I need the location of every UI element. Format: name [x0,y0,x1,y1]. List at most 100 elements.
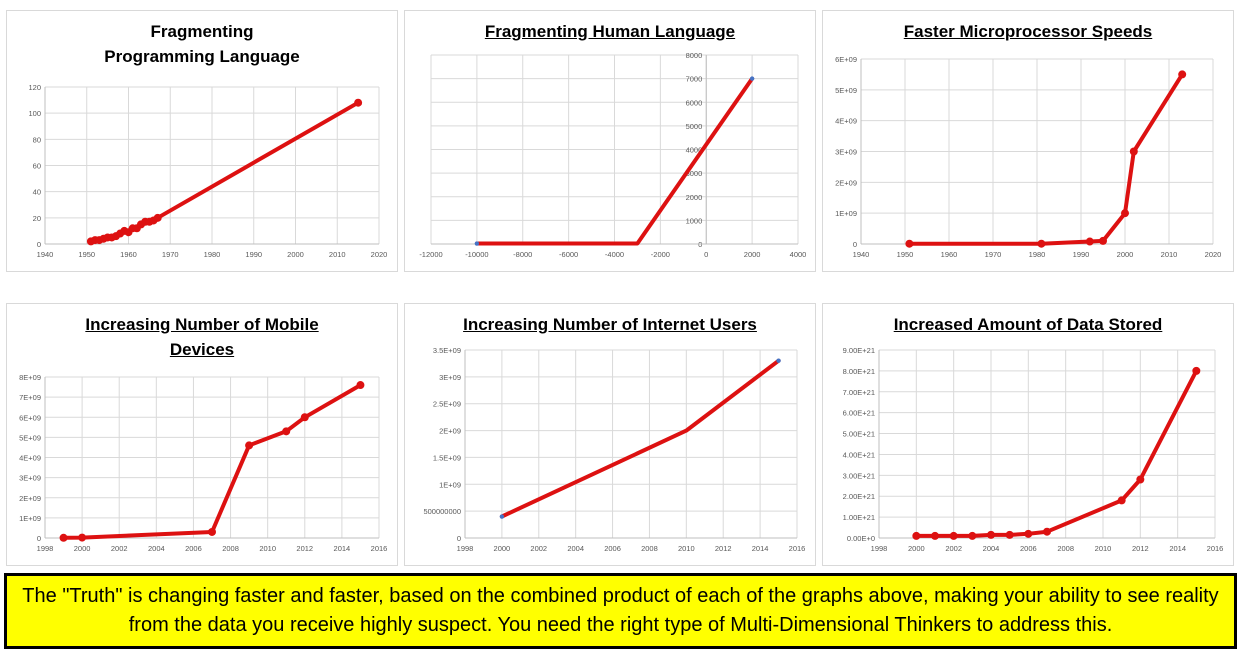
data-point [949,531,958,540]
y-tick-label: 3E+09 [19,474,41,483]
chart-panel-microprocessor: Faster Microprocessor Speeds 1940 1950 196… [822,10,1234,272]
x-tick-label: 2020 [1205,250,1222,259]
y-tick-label: 2E+09 [19,494,41,503]
chart-plot: 1998 2000 2002 2004 2006 2008 2010 2012 2014 2016… [423,346,805,553]
y-tick-label: 20 [33,214,41,223]
y-tick-label: 6.00E+21 [843,409,875,418]
y-tick-label: 0 [853,240,857,249]
y-tick-label: 4000 [686,146,703,155]
x-tick-label: 2008 [641,544,658,553]
y-tick-label: 3.00E+21 [843,471,875,480]
x-tick-label: 2000 [908,544,925,553]
data-point [968,531,977,540]
data-point [356,381,365,390]
y-tick-label: 9.00E+21 [843,346,875,355]
chart-plot: -12000 -10000 -8000 -6000 -4000 -2000 0 2000 400… [419,51,806,259]
data-point [474,241,480,246]
x-tick-label: 2016 [1207,544,1224,553]
chart-panel-internet-users: Increasing Number of Internet Users 1998… [404,303,816,566]
x-tick-label: -6000 [559,250,578,259]
y-tick-label: 2.00E+21 [843,492,875,501]
chart-title-text: Increasing Number of Internet Users [463,315,757,334]
x-tick-label: 2010 [678,544,695,553]
chart-title: Faster Microprocessor Speeds [823,19,1233,44]
data-point [1178,70,1187,79]
x-tick-label: -12000 [419,250,442,259]
y-tick-label: 1E+09 [19,514,41,523]
y-tick-label: 5E+09 [835,86,857,95]
x-tick-label: 2006 [1020,544,1037,553]
series-line [907,72,1185,246]
summary-caption: The "Truth" is changing faster and faste… [4,573,1237,649]
chart-title: Fragmenting Human Language [405,19,815,44]
x-tick-label: 1998 [37,544,54,553]
data-point [1005,530,1014,539]
x-tick-label: 2006 [604,544,621,553]
y-tick-label: 80 [33,135,41,144]
y-tick-label: 6E+09 [835,55,857,64]
y-tick-label: 2.5E+09 [433,400,461,409]
y-tick-label: 5.00E+21 [843,430,875,439]
data-point [1129,147,1138,156]
chart-panel-mobile-devices: Increasing Number of Mobile Devices 1998… [6,303,398,566]
x-tick-label: 2002 [111,544,128,553]
x-tick-label: 2000 [744,250,761,259]
y-tick-label: 60 [33,162,41,171]
y-tick-label: 7E+09 [19,393,41,402]
x-tick-label: -2000 [651,250,670,259]
y-tick-label: 8.00E+21 [843,367,875,376]
data-point [282,427,291,436]
chart-plot: 1940 1950 1960 1970 1980 1990 2000 2010 2020 0 20 4… [28,83,388,259]
x-tick-label: 2004 [567,544,584,553]
chart-title: Fragmenting Programming Language [104,22,300,66]
x-tick-label: 2010 [1161,250,1178,259]
data-point [749,76,755,81]
x-tick-label: 1940 [37,250,54,259]
y-tick-label: 4.00E+21 [843,450,875,459]
data-point [153,213,162,222]
data-point [1121,209,1129,218]
x-tick-label: 1980 [1029,250,1046,259]
data-point [1192,366,1201,375]
chart-plot: 1940 1950 1960 1970 1980 1990 2000 2010 2020 0 1E+… [835,55,1222,259]
data-point [245,441,254,450]
data-point [354,98,363,107]
x-tick-label: 2010 [259,544,276,553]
y-tick-label: 7000 [686,75,703,84]
y-tick-label: 3000 [686,169,703,178]
chart-panel-data-stored: Increased Amount of Data Stored 1998 2000… [822,303,1234,566]
y-tick-label: 500000000 [423,507,461,516]
data-point [931,531,939,540]
x-tick-label: 2014 [334,544,351,553]
y-tick-label: 2E+09 [835,178,857,187]
chart-title: Increasing Number of Internet Users [405,312,815,337]
data-point [1024,529,1033,538]
y-tick-label: 40 [33,188,41,197]
x-tick-label: 2012 [296,544,313,553]
data-point [78,533,87,542]
x-tick-label: 2004 [148,544,165,553]
series-line [61,383,363,540]
chart-title-text: Increasing Number of Mobile Devices [85,315,319,359]
y-tick-label: 3E+09 [439,373,461,382]
x-tick-label: 2000 [494,544,511,553]
data-point [776,358,781,363]
x-tick-label: 2020 [371,250,388,259]
x-tick-label: 2014 [752,544,769,553]
x-tick-label: 2006 [185,544,202,553]
chart-title-text: Faster Microprocessor Speeds [903,22,1153,41]
x-tick-label: 2002 [945,544,962,553]
data-point [1043,527,1051,536]
x-tick-label: 2008 [222,544,239,553]
y-tick-label: 1.00E+21 [843,513,875,522]
x-tick-label: 2000 [74,544,91,553]
chart-plot: 1998 2000 2002 2004 2006 2008 2010 2012 2014 2016… [19,373,387,553]
y-tick-label: 8000 [686,51,703,60]
y-tick-label: 1.5E+09 [433,453,461,462]
x-tick-label: 1960 [941,250,958,259]
chart-title-text: Fragmenting Human Language [484,22,736,41]
x-tick-label: 1980 [204,250,221,259]
chart-plot: 1998 2000 2002 2004 2006 2008 2010 2012 2014 2016… [843,346,1224,553]
data-point [59,533,68,542]
x-tick-label: 2010 [1095,544,1112,553]
